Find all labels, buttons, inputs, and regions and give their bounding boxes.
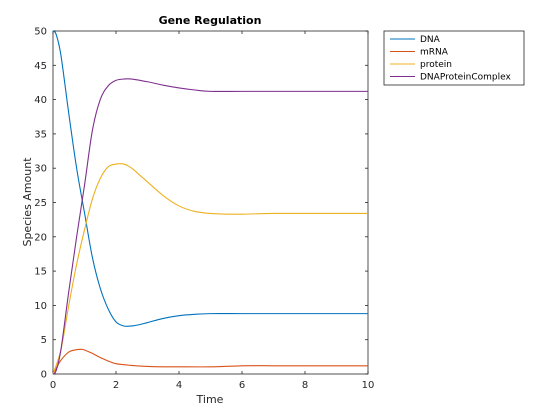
y-tick-label: 0 [41,370,47,381]
series-line-dnaproteincomplex [52,78,368,375]
y-tick-label: 20 [34,232,47,243]
series-line-dna [52,30,368,327]
y-tick-label: 40 [34,95,47,106]
x-tick-label: 2 [113,380,119,391]
legend: DNA mRNA protein DNAProteinComplex [383,30,525,86]
y-tick-label: 45 [34,61,47,72]
legend-label-mrna: mRNA [420,48,449,58]
legend-label-dna: DNA [420,35,441,45]
y-axis-label: Species Amount [21,157,34,247]
y-tick-label: 35 [34,129,47,140]
series-line-protein [52,163,368,375]
y-axis-ticks: 0 5 10 15 20 25 30 35 40 45 50 [34,27,368,381]
y-tick-label: 50 [34,27,47,38]
plot-area: 0 5 10 15 20 25 30 35 40 45 50 0 2 4 6 8 10 [34,27,374,392]
x-tick-label: 0 [50,380,56,391]
series-lines [52,30,368,375]
x-tick-label: 8 [302,380,308,391]
y-tick-label: 15 [34,267,47,278]
chart-title: Gene Regulation [159,14,262,27]
x-tick-label: 4 [176,380,182,391]
y-tick-label: 5 [41,335,47,346]
x-tick-label: 6 [239,380,245,391]
y-tick-label: 30 [34,164,47,175]
legend-entries: DNA mRNA protein DNAProteinComplex [390,35,512,83]
series-line-mrna [52,348,368,375]
legend-label-dnaproteincomplex: DNAProteinComplex [420,73,512,83]
y-tick-label: 10 [34,301,47,312]
legend-label-protein: protein [420,60,452,70]
x-axis-label: Time [196,393,224,406]
y-tick-label: 25 [34,198,47,209]
plot-frame [52,30,369,375]
x-tick-label: 10 [362,380,375,391]
